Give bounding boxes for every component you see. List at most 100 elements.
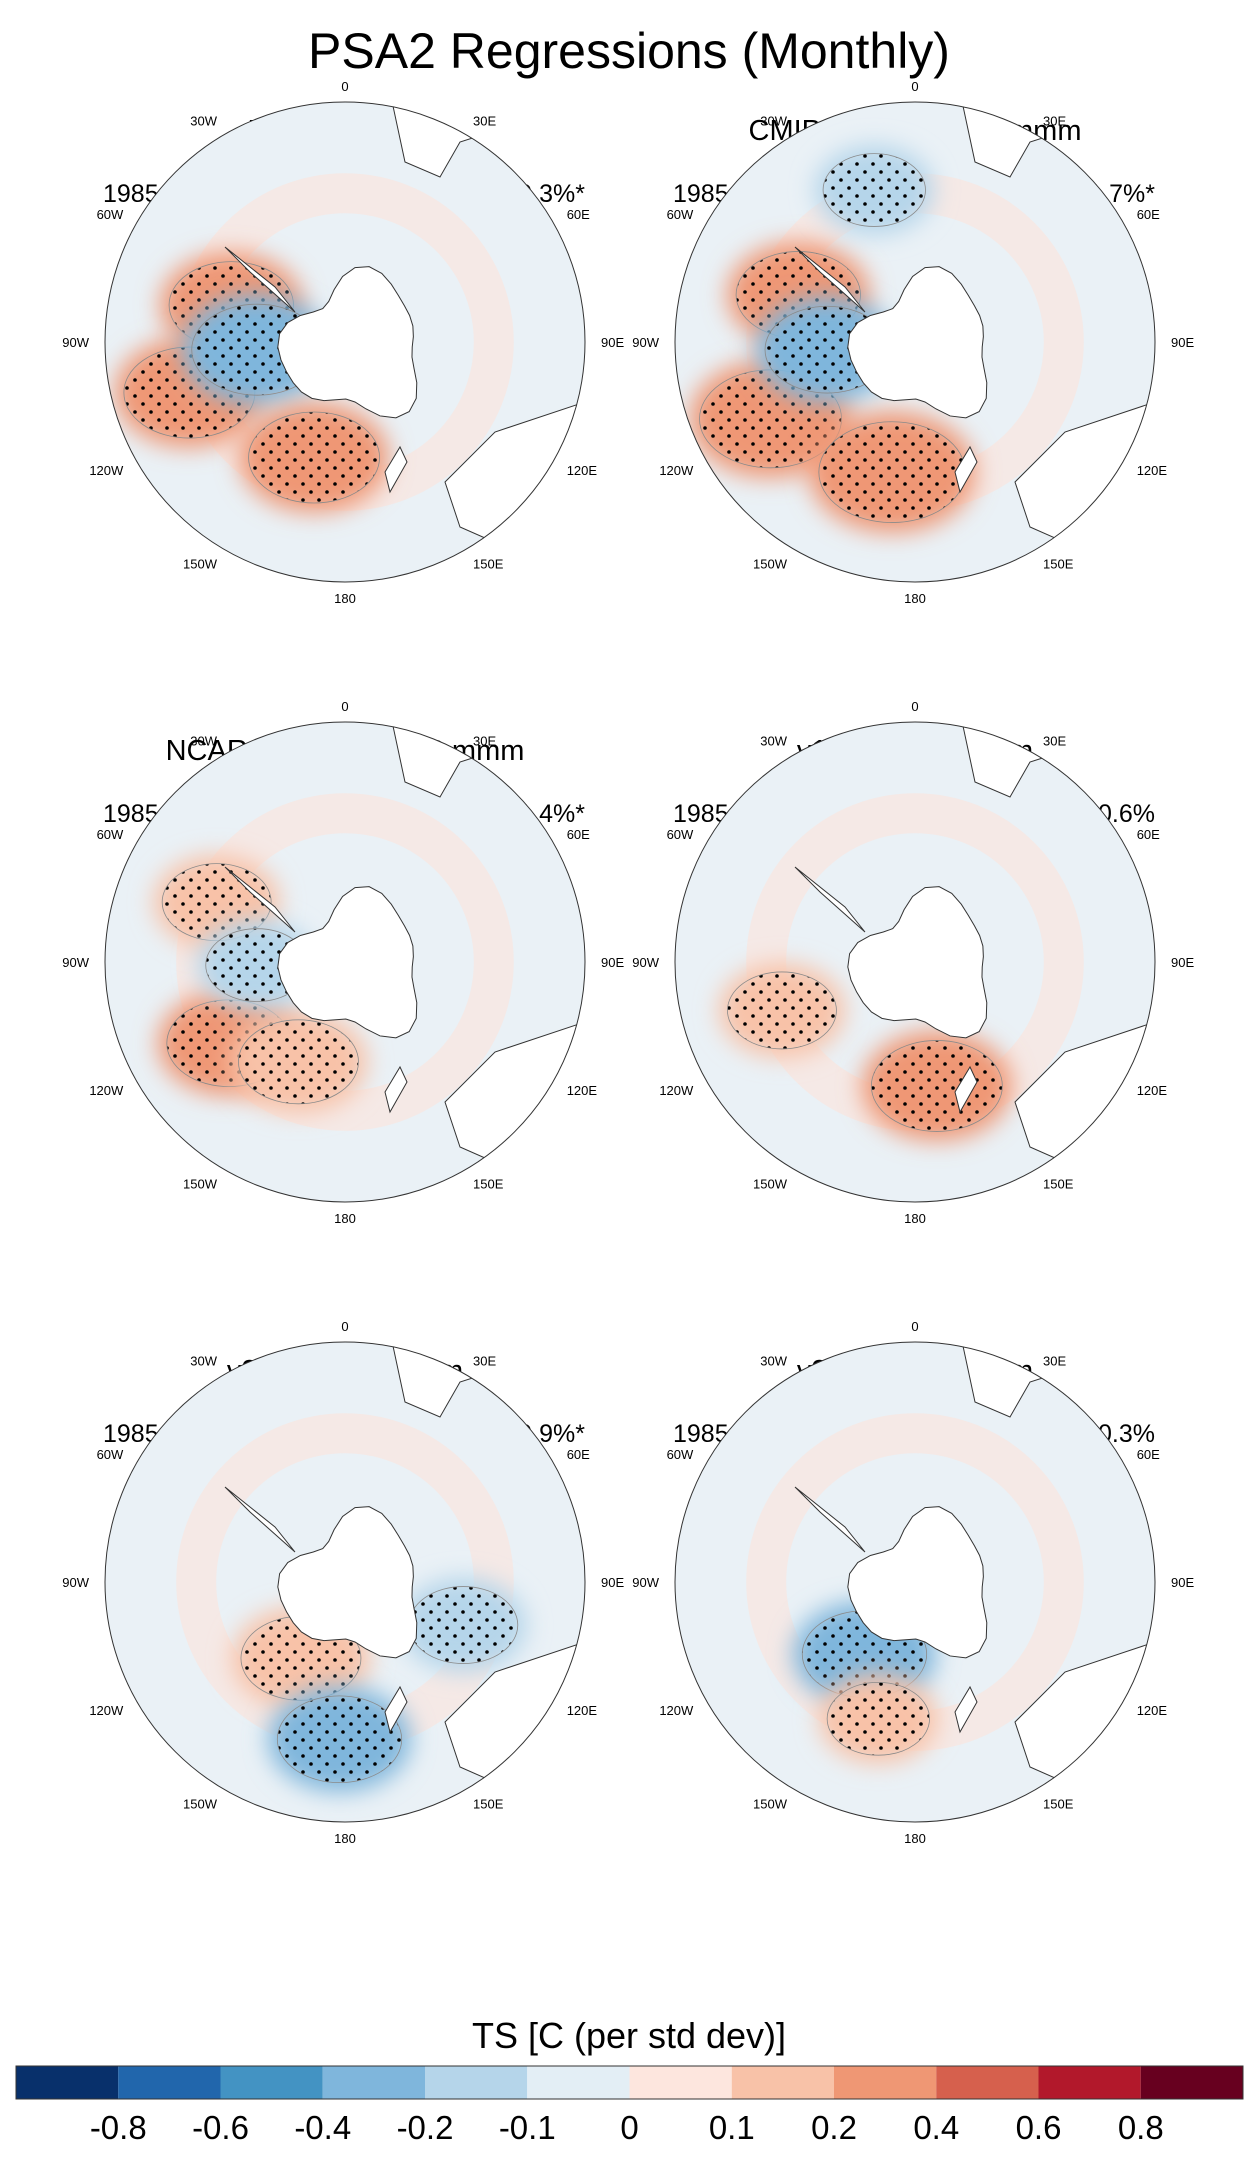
antarctica-land [277, 1506, 418, 1659]
longitude-tick-label: 30E [473, 113, 496, 128]
longitude-tick-label: 150E [473, 1177, 504, 1192]
polar-map: 0 30E 60E 90E 120E 150E 180 150W 120W 90W 60W 30W [632, 699, 1194, 1226]
colorbar-swatch [220, 2066, 323, 2099]
longitude-tick-label: 90E [601, 335, 624, 350]
longitude-tick-label: 180 [334, 591, 356, 606]
longitude-tick-label: 120E [1137, 463, 1168, 478]
significance-stippling [727, 971, 837, 1050]
longitude-tick-label: 150W [183, 1797, 218, 1812]
longitude-tick-label: 0 [341, 79, 348, 94]
longitude-tick-label: 150W [753, 1797, 788, 1812]
polar-map: 0 30E 60E 90E 120E 150E 180 150W 120W 90W 60W 30W [632, 79, 1194, 606]
longitude-tick-label: 180 [334, 1831, 356, 1846]
longitude-tick-label: 120W [89, 463, 124, 478]
longitude-tick-label: 120E [1137, 1703, 1168, 1718]
longitude-tick-label: 150E [1043, 557, 1074, 572]
colorbar-swatch [16, 2066, 119, 2099]
longitude-tick-label: 0 [911, 699, 918, 714]
colorbar-swatch [936, 2066, 1039, 2099]
antarctica-land [847, 266, 988, 419]
colorbar-tick-label: -0.8 [90, 2109, 147, 2146]
longitude-tick-label: 60E [567, 1447, 590, 1462]
colorbar-swatch [322, 2066, 425, 2099]
colorbar-swatch [731, 2066, 834, 2099]
colorbar-tick-label: 0.1 [709, 2109, 755, 2146]
longitude-tick-label: 150E [473, 1797, 504, 1812]
antarctica-land [847, 1506, 988, 1659]
longitude-tick-label: 0 [341, 699, 348, 714]
polar-map: 0 30E 60E 90E 120E 150E 180 150W 120W 90W 60W 30W [62, 79, 624, 606]
longitude-tick-label: 90E [1171, 1575, 1194, 1590]
antarctica-land [847, 886, 988, 1039]
longitude-tick-label: 150W [183, 1177, 218, 1192]
longitude-tick-label: 90W [62, 1575, 89, 1590]
longitude-tick-label: 90W [62, 335, 89, 350]
longitude-tick-label: 90W [62, 955, 89, 970]
longitude-tick-label: 150E [1043, 1177, 1074, 1192]
colorbar-swatch [834, 2066, 937, 2099]
antarctica-land [277, 886, 418, 1039]
colorbar-title: TS [C (per std dev)] [471, 2015, 787, 2056]
longitude-tick-label: 60W [667, 207, 694, 222]
longitude-tick-label: 30E [473, 1353, 496, 1368]
longitude-tick-label: 30W [760, 113, 787, 128]
longitude-tick-label: 180 [904, 591, 926, 606]
longitude-tick-label: 60W [97, 207, 124, 222]
antarctica-land [277, 266, 418, 419]
longitude-tick-label: 30E [1043, 733, 1066, 748]
longitude-tick-label: 120E [567, 1083, 598, 1098]
longitude-tick-label: 120W [89, 1703, 124, 1718]
colorbar-tick-label: -0.4 [294, 2109, 351, 2146]
significance-stippling [408, 1586, 519, 1664]
significance-stippling [248, 411, 380, 504]
longitude-tick-label: 120E [567, 463, 598, 478]
longitude-tick-label: 120W [659, 1083, 694, 1098]
longitude-tick-label: 90E [1171, 335, 1194, 350]
longitude-tick-label: 90E [601, 955, 624, 970]
longitude-tick-label: 120W [659, 463, 694, 478]
longitude-tick-label: 30E [1043, 1353, 1066, 1368]
polar-map: 0 30E 60E 90E 120E 150E 180 150W 120W 90W 60W 30W [62, 1319, 624, 1846]
longitude-tick-label: 120W [659, 1703, 694, 1718]
figure-title: PSA2 Regressions (Monthly) [308, 23, 950, 79]
map-border [104, 101, 586, 583]
longitude-tick-label: 90E [601, 1575, 624, 1590]
colorbar-swatch [629, 2066, 732, 2099]
longitude-tick-label: 60E [567, 827, 590, 842]
longitude-tick-label: 60E [1137, 207, 1160, 222]
colorbar-tick-label: -0.1 [499, 2109, 556, 2146]
longitude-tick-label: 180 [904, 1211, 926, 1226]
longitude-tick-label: 60W [97, 827, 124, 842]
longitude-tick-label: 30W [190, 113, 217, 128]
colorbar-tick-label: 0.6 [1016, 2109, 1062, 2146]
longitude-tick-label: 30W [190, 733, 217, 748]
colorbar-tick-label: 0.4 [913, 2109, 959, 2146]
significance-stippling [822, 153, 926, 227]
colorbar-swatch [118, 2066, 221, 2099]
longitude-tick-label: 60E [567, 207, 590, 222]
longitude-tick-label: 90E [1171, 955, 1194, 970]
longitude-tick-label: 0 [911, 1319, 918, 1334]
longitude-tick-label: 60E [1137, 1447, 1160, 1462]
significance-stippling [276, 1695, 403, 1784]
significance-stippling [238, 1019, 359, 1105]
longitude-tick-label: 0 [911, 79, 918, 94]
longitude-tick-label: 30W [760, 733, 787, 748]
map-border [674, 1341, 1156, 1823]
longitude-tick-label: 180 [334, 1211, 356, 1226]
colorbar-tick-label: -0.6 [192, 2109, 249, 2146]
longitude-tick-label: 90W [632, 335, 659, 350]
longitude-tick-label: 120W [89, 1083, 124, 1098]
colorbar-swatch [1038, 2066, 1141, 2099]
longitude-tick-label: 90W [632, 1575, 659, 1590]
colorbar-tick-label: 0.2 [811, 2109, 857, 2146]
longitude-tick-label: 150E [473, 557, 504, 572]
colorbar-swatch [527, 2066, 630, 2099]
longitude-tick-label: 150W [753, 1177, 788, 1192]
longitude-tick-label: 60W [97, 1447, 124, 1462]
longitude-tick-label: 30W [190, 1353, 217, 1368]
longitude-tick-label: 30W [760, 1353, 787, 1368]
colorbar-tick-label: -0.2 [397, 2109, 454, 2146]
colorbar-swatch [425, 2066, 528, 2099]
longitude-tick-label: 30E [1043, 113, 1066, 128]
